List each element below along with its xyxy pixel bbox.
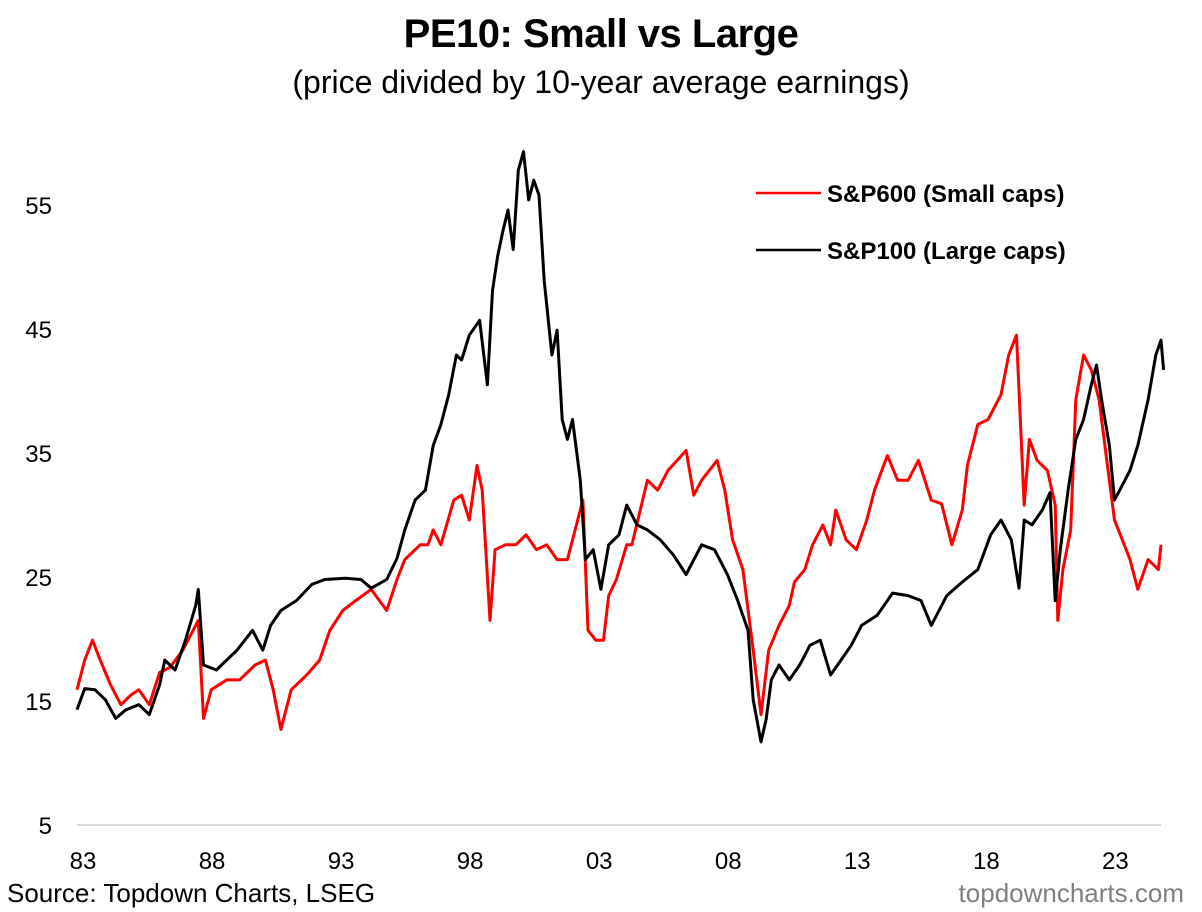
x-tick-label: 08 <box>715 848 742 875</box>
y-tick-label: 15 <box>25 689 52 716</box>
chart-subtitle: (price divided by 10-year average earnin… <box>292 64 910 100</box>
x-tick-label: 93 <box>328 848 355 875</box>
y-tick-label: 55 <box>25 193 52 220</box>
legend-label-large-caps: S&P100 (Large caps) <box>827 238 1066 265</box>
y-axis: 5 15 25 35 45 55 <box>25 193 52 840</box>
legend-label-small-caps: S&P600 (Small caps) <box>827 181 1064 208</box>
x-tick-label: 83 <box>70 848 97 875</box>
x-axis: 83 88 93 98 03 08 13 18 23 <box>70 848 1129 875</box>
x-tick-label: 88 <box>199 848 226 875</box>
chart-title: PE10: Small vs Large <box>403 12 799 56</box>
source-note: Source: Topdown Charts, LSEG <box>7 878 376 908</box>
x-tick-label: 03 <box>586 848 613 875</box>
y-tick-label: 5 <box>39 813 52 840</box>
y-tick-label: 35 <box>25 441 52 468</box>
series-line-small-caps <box>75 333 1163 731</box>
x-tick-label: 13 <box>844 848 871 875</box>
legend: S&P600 (Small caps) S&P100 (Large caps) <box>756 181 1066 265</box>
watermark: topdowncharts.com <box>958 878 1184 908</box>
y-tick-label: 45 <box>25 317 52 344</box>
x-tick-label: 23 <box>1102 848 1129 875</box>
x-tick-label: 18 <box>973 848 1000 875</box>
series-line-large-caps <box>75 150 1166 744</box>
series-layer <box>75 150 1166 744</box>
x-tick-label: 98 <box>457 848 484 875</box>
y-tick-label: 25 <box>25 565 52 592</box>
